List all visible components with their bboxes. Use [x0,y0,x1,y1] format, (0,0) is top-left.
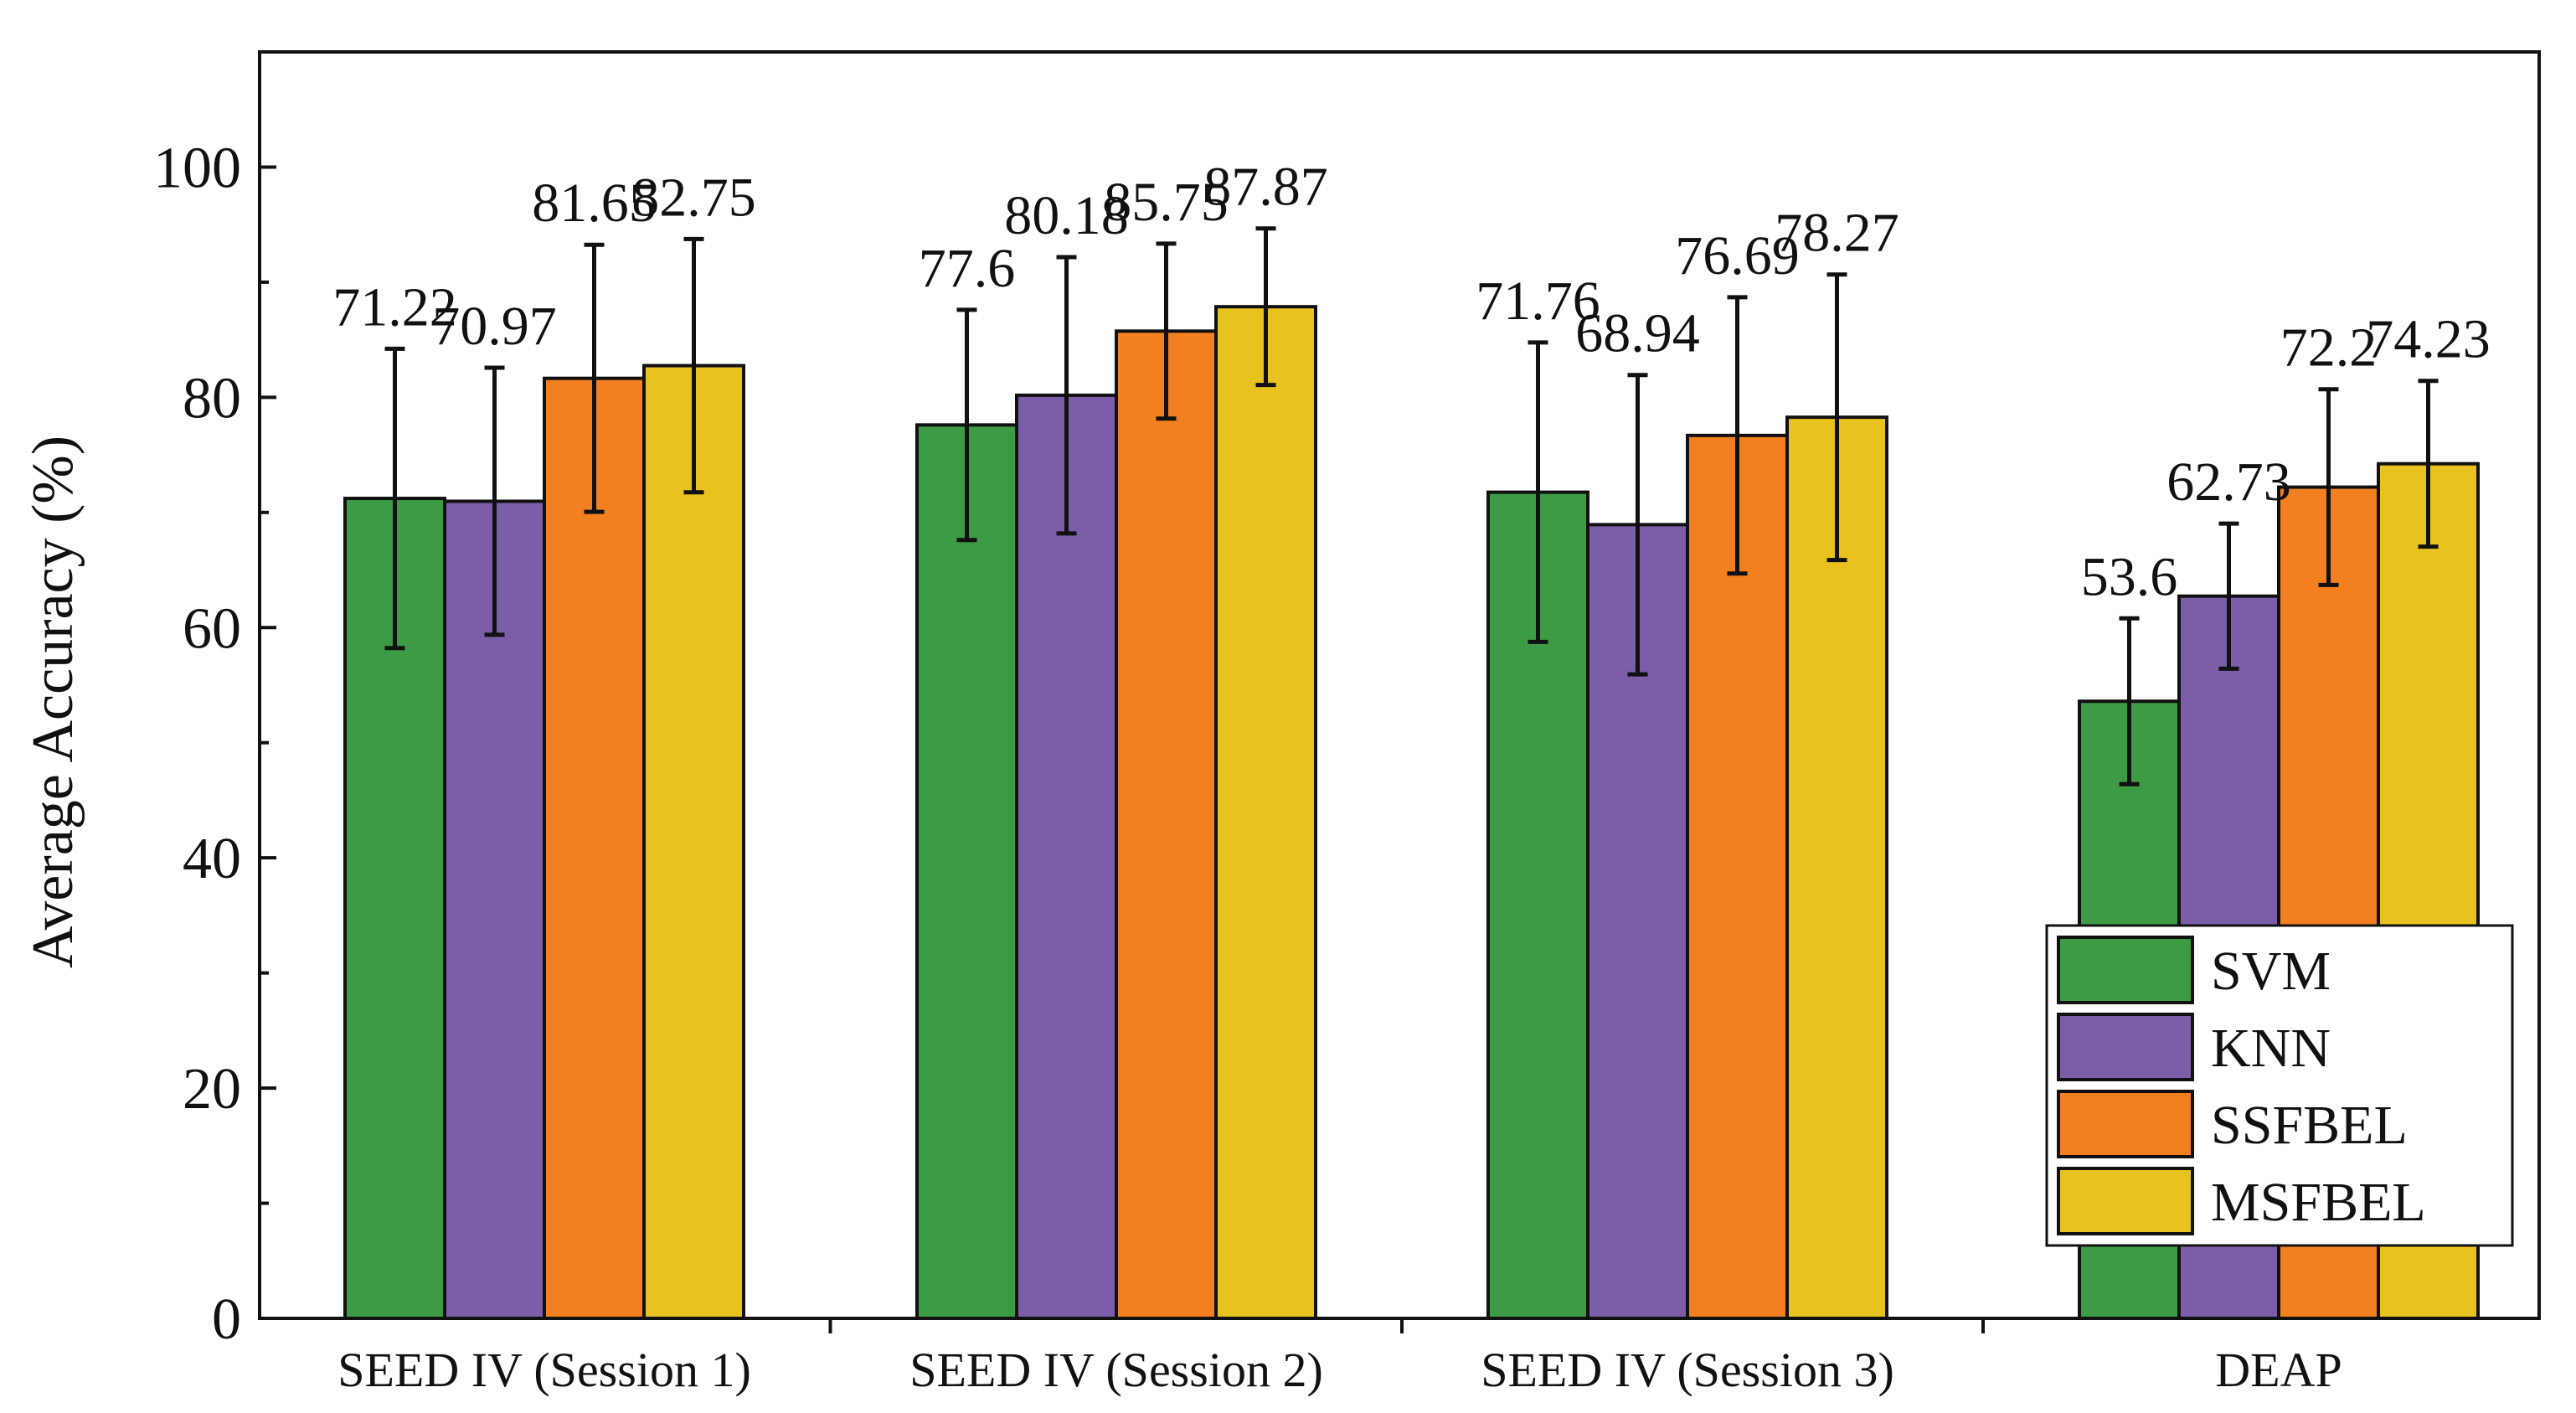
data-label-msfbel-3: 78.27 [1775,203,1899,264]
data-label-msfbel-2: 87.87 [1203,157,1328,218]
data-label-msfbel-4: 74.23 [2366,309,2491,370]
legend-swatch-svm [2057,936,2194,1004]
x-tick-label-4: DEAP [2215,1343,2342,1397]
legend-swatch-msfbel [2057,1167,2194,1235]
y-axis-label: Average Accuracy (%) [21,436,85,968]
y-tick-label-40: 40 [183,827,241,891]
y-tick-label-100: 100 [153,136,241,200]
data-label-knn-2: 80.18 [1004,185,1129,246]
x-tick-label-2: SEED IV (Session 2) [909,1343,1323,1397]
data-label-ssfbel-3: 76.69 [1675,225,1800,286]
data-label-svm-1: 71.22 [332,276,457,338]
axes-layer: SEED IV (Session 1) SEED IV (Session 2) SE… [153,136,2342,1397]
plot-frame [258,50,2541,1320]
data-label-ssfbel-4: 72.2 [2280,317,2378,379]
bar-knn-2 [1015,393,1118,1321]
bar-ssfbel-2 [1115,329,1218,1320]
data-label-ssfbel-1: 81.65 [532,173,657,234]
bar-svm-2 [915,423,1018,1320]
bar-ssfbel-1 [543,376,646,1321]
y-tick-label-60: 60 [183,596,241,661]
data-label-msfbel-1: 82.75 [631,167,756,228]
data-label-knn-3: 68.94 [1575,303,1700,364]
bar-knn-1 [443,499,546,1320]
legend-swatch-ssfbel [2057,1090,2194,1158]
legend: SVM KNN SSFBEL MSFBEL [2045,924,2514,1247]
x-tick-label-1: SEED IV (Session 1) [337,1343,751,1397]
data-label-svm-4: 53.6 [2081,546,2178,607]
data-label-ssfbel-2: 85.75 [1104,172,1229,233]
x-tick-label-3: SEED IV (Session 3) [1481,1343,1894,1397]
legend-label-ssfbel: SSFBEL [2211,1095,2408,1156]
data-label-knn-1: 70.97 [432,296,557,357]
y-tick-label-0: 0 [212,1287,241,1352]
bar-msfbel-3 [1785,415,1888,1320]
bar-msfbel-1 [642,364,745,1321]
error-bars-layer [384,226,2439,786]
legend-label-knn: KNN [2211,1018,2331,1079]
y-tick-label-20: 20 [183,1057,241,1122]
legend-label-msfbel: MSFBEL [2211,1172,2426,1233]
data-label-knn-4: 62.73 [2166,451,2291,513]
data-label-svm-2: 77.6 [919,238,1016,299]
data-label-svm-3: 71.76 [1476,271,1600,332]
y-tick-label-80: 80 [183,366,241,431]
bar-msfbel-2 [1214,305,1317,1321]
legend-swatch-knn [2057,1013,2194,1081]
legend-label-svm: SVM [2211,941,2331,1002]
bars-layer [343,305,2480,1321]
